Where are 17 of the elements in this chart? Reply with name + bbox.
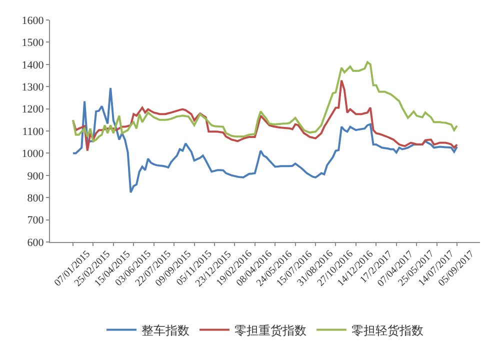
y-tick-label: 1300 <box>22 81 44 94</box>
legend-label: 零担重货指数 <box>234 323 306 338</box>
y-tick-label: 1400 <box>22 59 44 72</box>
y-tick-label: 1100 <box>22 126 44 138</box>
y-tick-label: 1600 <box>22 14 44 27</box>
y-tick-label: 700 <box>27 214 44 227</box>
legend-label: 整车指数 <box>142 323 190 338</box>
line-series <box>72 79 458 152</box>
y-tick-label: 600 <box>27 236 44 249</box>
y-tick-label: 800 <box>27 192 44 204</box>
line-series <box>72 86 458 194</box>
y-tick-label: 1200 <box>22 104 44 116</box>
y-tick-label: 1500 <box>22 37 44 50</box>
legend-label: 零担轻货指数 <box>352 323 424 338</box>
y-tick-label: 900 <box>27 170 44 182</box>
y-tick-label: 1000 <box>22 148 44 160</box>
line-series <box>72 61 458 142</box>
